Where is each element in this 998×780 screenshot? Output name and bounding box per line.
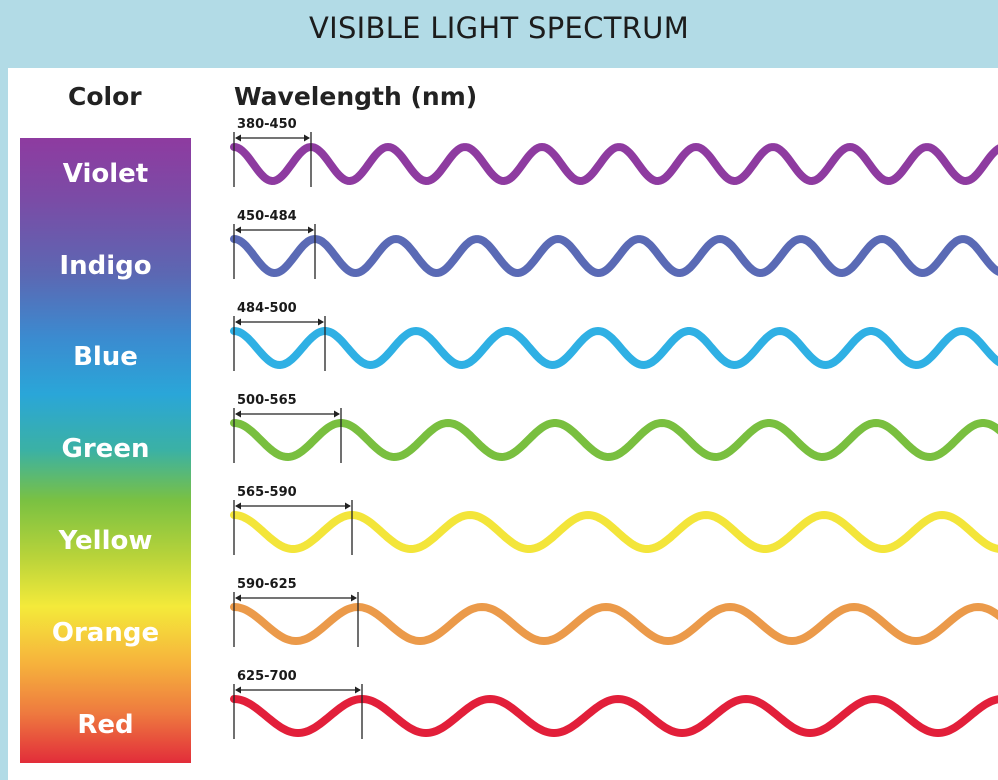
wave-indigo [230, 234, 998, 278]
wavelength-range-indigo: 450-484 [237, 209, 297, 224]
wavelength-range-violet: 380-450 [237, 117, 297, 132]
wave-green [230, 418, 998, 462]
wave-blue [230, 326, 998, 370]
wave-red [230, 694, 998, 738]
band-label-blue: Blue [73, 342, 138, 372]
wavelength-range-blue: 484-500 [237, 301, 297, 316]
band-label-orange: Orange [51, 618, 160, 648]
color-column-header: Color [68, 82, 142, 111]
wavelength-column-header: Wavelength (nm) [234, 82, 478, 111]
band-label-violet: Violet [62, 159, 149, 189]
spectrum-color-bar: Violet Indigo Blue Green Yellow Orange R… [20, 138, 191, 763]
band-label-red: Red [77, 710, 134, 740]
wavelength-range-red: 625-700 [237, 669, 297, 684]
wavelength-range-orange: 590-625 [237, 577, 297, 592]
band-label-indigo: Indigo [59, 251, 152, 281]
band-label-green: Green [61, 434, 150, 464]
wavelength-range-yellow: 565-590 [237, 485, 297, 500]
wave-diagram: 380-450 450-484 484-500 500-565 565-590 590-6… [230, 117, 998, 739]
wave-violet [230, 142, 998, 186]
spectrum-panel: Color Wavelength (nm) Violet Indigo Blue… [8, 68, 998, 780]
wave-orange [230, 602, 998, 646]
band-label-yellow: Yellow [58, 526, 153, 556]
diagram-title: VISIBLE LIGHT SPECTRUM [308, 11, 690, 45]
wave-yellow [230, 510, 998, 553]
wavelength-range-green: 500-565 [237, 393, 297, 408]
